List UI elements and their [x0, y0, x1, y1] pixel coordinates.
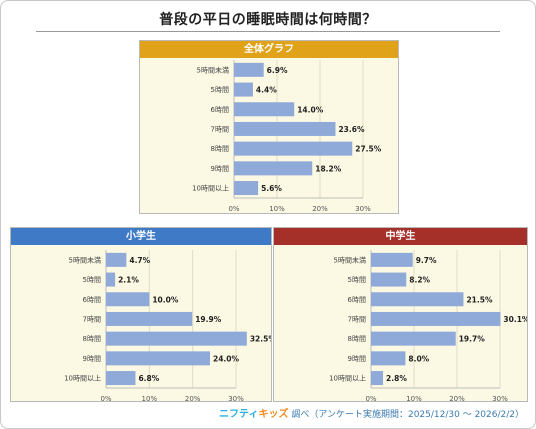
junior-high-chart-title: 中学生 [274, 228, 527, 245]
bar [234, 161, 313, 176]
elementary-bar-chart: 0% 10% 20% 30% 5時間未満 4.7% 5時間 2.1% 6時間 10.0% 7時間 19… [64, 250, 271, 401]
elementary-chart-panel: 小学生 0% 10% 20% 30% 5時間未満 4.7% 5時間 2.1% 6時間 10.0% 7… [10, 227, 272, 402]
x-tick-label: 30% [228, 395, 244, 401]
category-label: 9時間 [211, 165, 229, 173]
brand-name: ニフティ [219, 409, 259, 420]
value-label: 19.7% [459, 335, 486, 344]
bar [234, 62, 264, 77]
x-tick-label: 20% [185, 395, 201, 401]
bar [106, 331, 247, 346]
x-tick-label: 30% [355, 205, 371, 213]
value-label: 8.0% [408, 354, 429, 363]
value-label: 14.0% [297, 105, 324, 114]
category-label: 9時間 [348, 355, 366, 363]
category-label: 8時間 [83, 335, 101, 343]
value-label: 2.8% [386, 374, 407, 383]
value-label: 10.0% [152, 295, 179, 304]
value-label: 21.5% [466, 295, 493, 304]
category-label: 7時間 [348, 315, 366, 323]
survey-period-note: 調べ（アンケート実施期間：2025/12/30 ～ 2026/2/2） [291, 410, 524, 420]
bar [371, 252, 413, 267]
bar [106, 292, 150, 307]
value-label: 5.6% [261, 184, 282, 193]
bar [371, 311, 501, 326]
category-label: 5時間未満 [334, 255, 366, 264]
bar [234, 141, 353, 156]
page-title: 普段の平日の睡眠時間は何時間？ [159, 12, 377, 28]
junior-high-bar-chart: 0% 10% 20% 30% 5時間未満 9.7% 5時間 8.2% 6時間 21.5% 7時間 30… [329, 250, 527, 401]
survey-footer: ニフティキッズ 調べ（アンケート実施期間：2025/12/30 ～ 2026/2… [219, 405, 524, 420]
value-label: 23.6% [338, 125, 365, 134]
bar [106, 252, 127, 267]
category-label: 5時間未満 [197, 65, 229, 74]
value-label: 8.2% [409, 276, 430, 285]
x-tick-label: 30% [492, 395, 508, 401]
category-label: 5時間未満 [69, 255, 101, 264]
category-label: 5時間 [348, 276, 366, 284]
category-label: 6時間 [83, 296, 101, 304]
value-label: 9.7% [416, 256, 437, 265]
overall-chart-panel: 全体グラフ 0% 10% 20% 30% 5時間未満 6.9% 5時間 4.4% 6時間 14.0… [139, 40, 399, 214]
x-tick-label: 10% [406, 395, 422, 401]
category-label: 7時間 [211, 125, 229, 133]
title-underline [36, 31, 500, 32]
x-tick-label: 20% [312, 205, 328, 213]
junior-high-chart-panel: 中学生 0% 10% 20% 30% 5時間未満 9.7% 5時間 8.2% 6時間 21.5% 7… [273, 227, 528, 402]
category-label: 5時間 [83, 276, 101, 284]
category-label: 9時間 [83, 355, 101, 363]
value-label: 24.0% [213, 354, 240, 363]
value-label: 30.1% [503, 315, 527, 324]
category-label: 6時間 [348, 296, 366, 304]
category-label: 8時間 [348, 335, 366, 343]
x-tick-label: 0% [365, 395, 376, 401]
bar [106, 351, 210, 366]
value-label: 6.8% [138, 374, 159, 383]
x-tick-label: 0% [228, 205, 239, 213]
bar [234, 102, 295, 117]
category-label: 8時間 [211, 145, 229, 153]
x-tick-label: 10% [142, 395, 158, 401]
category-label: 6時間 [211, 106, 229, 114]
category-label: 10時間以上 [192, 184, 229, 193]
bar [106, 371, 136, 386]
bar [371, 292, 464, 307]
bar [371, 272, 407, 287]
bar [371, 351, 406, 366]
x-tick-label: 0% [100, 395, 111, 401]
overall-bar-chart: 0% 10% 20% 30% 5時間未満 6.9% 5時間 4.4% 6時間 14.0% 7時間 23… [192, 60, 382, 213]
category-label: 10時間以上 [329, 374, 366, 383]
brand-accent: キッズ [258, 409, 289, 420]
x-tick-label: 10% [269, 205, 285, 213]
x-tick-label: 20% [449, 395, 465, 401]
bar [371, 371, 384, 386]
value-label: 4.7% [129, 256, 150, 265]
elementary-chart-title: 小学生 [11, 228, 271, 245]
value-label: 18.2% [315, 164, 342, 173]
value-label: 19.9% [195, 315, 222, 324]
value-label: 2.1% [118, 276, 139, 285]
value-label: 32.5% [250, 335, 271, 344]
category-label: 5時間 [211, 86, 229, 94]
value-label: 4.4% [256, 86, 277, 95]
bar [106, 272, 116, 287]
overall-chart-title: 全体グラフ [140, 41, 398, 58]
value-label: 6.9% [267, 66, 288, 75]
bar [371, 331, 456, 346]
bar [234, 82, 253, 97]
bar [234, 121, 336, 136]
category-label: 10時間以上 [64, 374, 101, 383]
bar [234, 181, 259, 196]
value-label: 27.5% [355, 145, 382, 154]
category-label: 7時間 [83, 315, 101, 323]
bar [106, 311, 193, 326]
